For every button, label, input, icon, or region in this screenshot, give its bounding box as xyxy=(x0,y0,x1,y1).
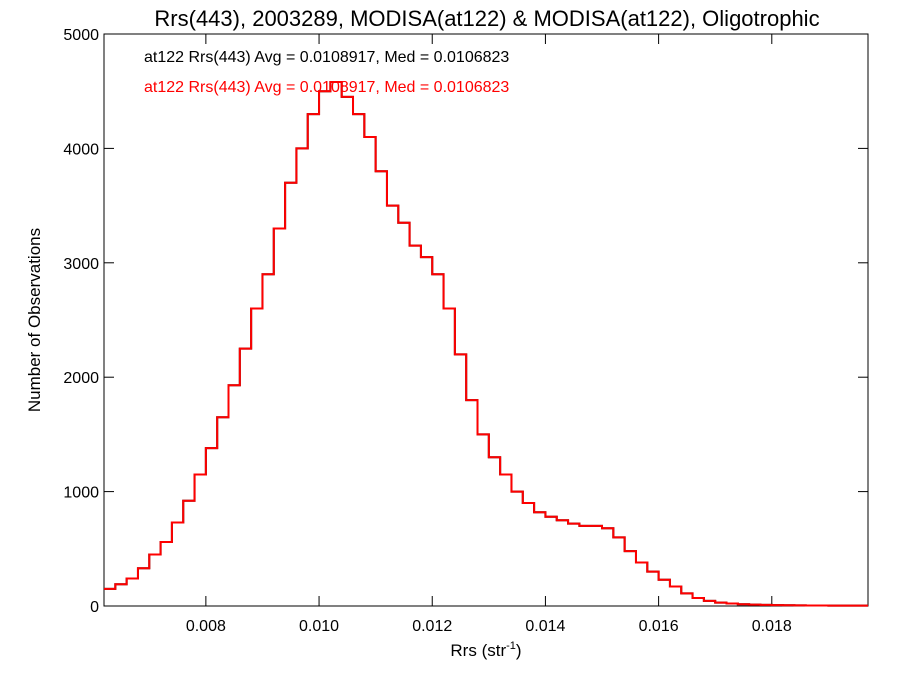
annotation-black: at122 Rrs(443) Avg = 0.0108917, Med = 0.… xyxy=(144,49,509,66)
x-axis: 0.008 0.010 0.012 0.014 0.016 0.018 xyxy=(186,34,792,635)
y-axis: 0 1000 2000 3000 4000 5000 xyxy=(63,27,868,616)
y-tick-label: 3000 xyxy=(63,256,99,273)
chart-title: Rrs(443), 2003289, MODISA(at122) & MODIS… xyxy=(154,6,819,31)
x-tick-label: 0.016 xyxy=(639,618,679,635)
x-tick-label: 0.012 xyxy=(412,618,452,635)
annotation-red: at122 Rrs(443) Avg = 0.0108917, Med = 0.… xyxy=(144,79,509,96)
x-tick-label: 0.010 xyxy=(299,618,339,635)
x-tick-label: 0.008 xyxy=(186,618,226,635)
series-line-1 xyxy=(104,81,868,607)
x-tick-label: 0.018 xyxy=(752,618,792,635)
x-axis-label-sup: -1 xyxy=(506,640,516,652)
series-layer xyxy=(104,81,868,607)
x-axis-label-main: Rrs (str xyxy=(450,641,506,660)
x-tick-label: 0.014 xyxy=(525,618,565,635)
x-axis-label: Rrs (str-1) xyxy=(450,640,521,660)
y-axis-label: Number of Observations xyxy=(25,228,44,412)
plot-border xyxy=(103,33,869,607)
x-axis-label-end: ) xyxy=(516,641,522,660)
y-tick-label: 5000 xyxy=(63,27,99,44)
y-tick-label: 0 xyxy=(90,599,99,616)
y-tick-label: 1000 xyxy=(63,485,99,502)
y-tick-label: 2000 xyxy=(63,370,99,387)
series-line-0 xyxy=(104,81,868,607)
y-tick-label: 4000 xyxy=(63,141,99,158)
plot-area xyxy=(103,33,869,607)
